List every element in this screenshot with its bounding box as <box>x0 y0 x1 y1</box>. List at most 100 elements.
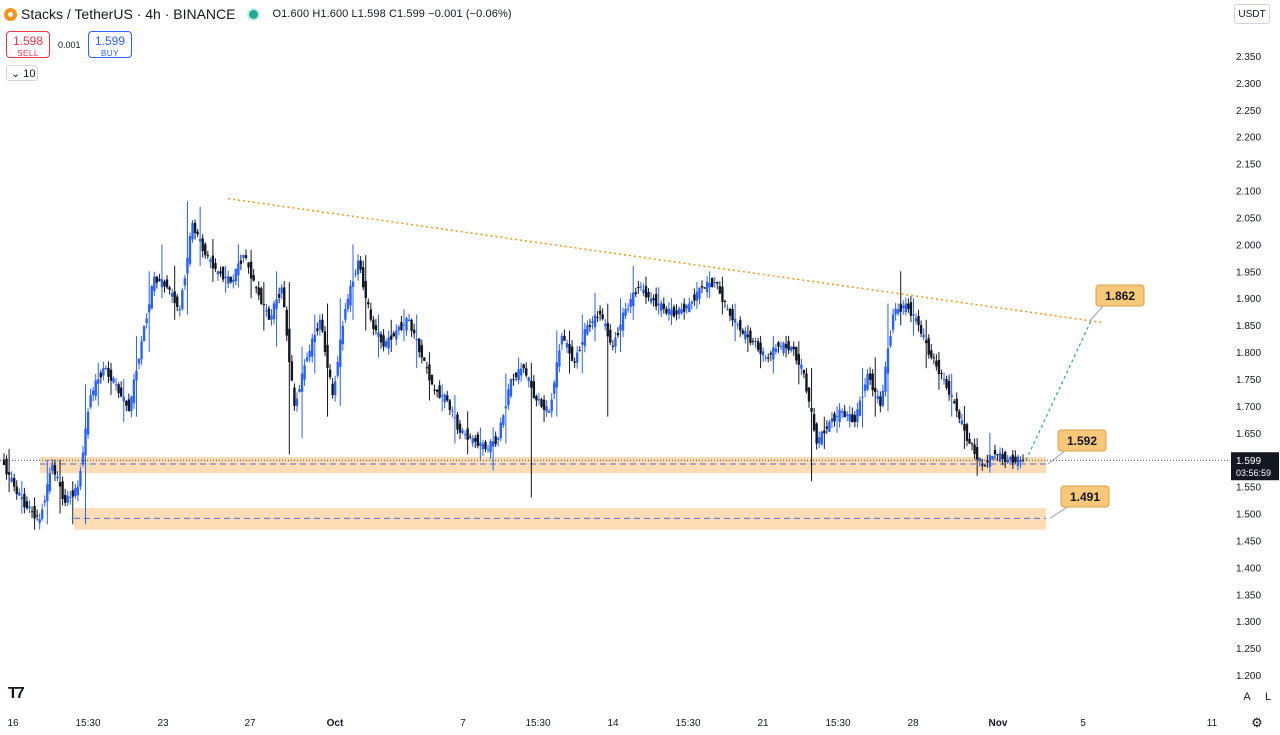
candle-body-106 <box>272 303 276 320</box>
candle-body-216 <box>553 382 556 394</box>
candle-body-56 <box>145 318 148 324</box>
candle-body-201 <box>514 372 518 378</box>
buy-button[interactable]: 1.599 BUY <box>88 31 132 58</box>
candle-body-12 <box>33 505 36 519</box>
candle-body-309 <box>789 346 793 351</box>
candle-body-59 <box>153 276 156 292</box>
candle-body-349 <box>891 314 895 330</box>
candle-body-366 <box>935 360 938 367</box>
candle-body-225 <box>575 352 579 363</box>
candle-body-126 <box>323 331 327 352</box>
chart-header: Stacks / TetherUS · 4h · BINANCE O1.600 … <box>4 6 512 22</box>
candle-body-358 <box>914 317 918 322</box>
log-scale-button[interactable]: L <box>1259 688 1277 706</box>
y-tick-12: 1.750 <box>1236 375 1261 386</box>
candle-body-138 <box>354 273 357 275</box>
candle-body-356 <box>909 302 913 316</box>
candle-body-316 <box>807 387 811 402</box>
candle-body-179 <box>458 423 462 433</box>
y-tick-23: 1.200 <box>1236 671 1261 682</box>
target-label-text: 1.862 <box>1105 289 1135 303</box>
candle-body-343 <box>876 395 879 400</box>
candle-body-131 <box>336 361 339 376</box>
zone-2-label-pointer <box>1049 505 1070 519</box>
candle-body-70 <box>181 290 184 309</box>
candle-body-124 <box>318 319 322 330</box>
countdown-text: 03:56:59 <box>1236 468 1271 478</box>
candle-body-191 <box>489 441 492 453</box>
x-tick-12: Nov <box>989 718 1008 729</box>
candle-body-79 <box>204 244 207 256</box>
candle-body-93 <box>239 260 243 264</box>
candle-body-212 <box>542 399 546 410</box>
quantity-value: 10 <box>23 68 36 80</box>
candle-body-200 <box>512 378 515 380</box>
candle-body-325 <box>830 418 834 423</box>
candle-body-329 <box>840 411 844 413</box>
candle-body-331 <box>846 414 849 416</box>
candle-body-157 <box>402 324 406 326</box>
candle-body-222 <box>568 344 571 354</box>
candle-body-327 <box>835 416 839 418</box>
candle-body-178 <box>456 414 459 430</box>
candle-body-264 <box>675 310 678 315</box>
candle-body-248 <box>634 292 637 295</box>
x-tick-5: 7 <box>460 718 466 729</box>
candle-body-97 <box>249 261 253 279</box>
candle-body-289 <box>739 320 742 331</box>
candle-body-250 <box>639 286 643 288</box>
candle-body-340 <box>868 373 872 380</box>
candle-body-17 <box>46 484 49 502</box>
candle-body-186 <box>476 434 480 446</box>
candle-body-73 <box>188 236 192 264</box>
candle-body-0 <box>2 459 6 466</box>
candle-body-8 <box>23 493 26 508</box>
candle-body-83 <box>214 263 217 270</box>
candle-body-311 <box>795 346 798 361</box>
symbol-title[interactable]: Stacks / TetherUS · 4h · BINANCE <box>21 6 236 22</box>
candle-body-337 <box>861 396 864 398</box>
sell-button[interactable]: 1.598 SELL <box>6 31 50 58</box>
candle-body-288 <box>736 324 739 326</box>
candle-body-393 <box>1003 451 1007 462</box>
settings-gear-icon[interactable]: ⚙ <box>1251 715 1263 730</box>
candle-body-81 <box>209 259 212 262</box>
candle-body-232 <box>593 314 597 328</box>
x-tick-8: 15:30 <box>675 718 700 729</box>
x-tick-0: 16 <box>7 718 19 729</box>
candle-body-160 <box>410 319 413 332</box>
candle-body-15 <box>41 509 44 519</box>
candle-body-376 <box>960 420 964 425</box>
candle-body-19 <box>51 465 54 471</box>
candle-body-344 <box>879 396 882 406</box>
candle-body-115 <box>295 398 299 406</box>
candle-body-391 <box>998 452 1002 462</box>
candle-body-368 <box>940 372 943 374</box>
candle-body-127 <box>326 344 329 368</box>
candle-body-322 <box>823 430 826 434</box>
candle-body-302 <box>772 347 775 360</box>
candle-body-122 <box>313 335 316 343</box>
candle-body-197 <box>504 406 508 409</box>
candle-body-269 <box>688 303 691 313</box>
candle-body-86 <box>221 267 225 280</box>
candle-body-339 <box>866 373 869 390</box>
candle-body-284 <box>726 308 729 310</box>
candle-body-326 <box>833 413 836 422</box>
auto-scale-button[interactable]: A <box>1238 688 1256 706</box>
currency-button[interactable]: USDT <box>1234 4 1270 24</box>
candle-body-367 <box>937 359 941 375</box>
quantity-selector[interactable]: ⌄ 10 <box>6 65 38 81</box>
candle-body-307 <box>784 344 788 349</box>
candle-body-159 <box>407 319 411 322</box>
candle-body-320 <box>818 437 821 444</box>
candle-body-246 <box>629 298 632 308</box>
current-price-badge <box>1231 452 1279 481</box>
candle-body-162 <box>415 338 418 341</box>
candle-body-48 <box>125 401 128 406</box>
candle-body-373 <box>953 401 956 403</box>
candle-body-247 <box>632 292 635 307</box>
candle-body-108 <box>277 294 281 298</box>
candle-body-230 <box>588 325 592 327</box>
